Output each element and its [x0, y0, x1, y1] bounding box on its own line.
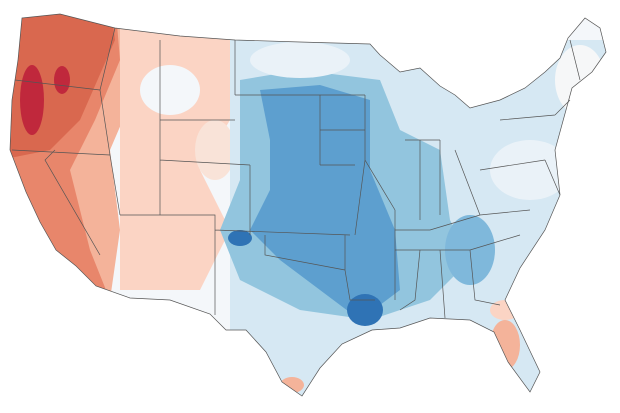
state-borders — [9, 13, 607, 397]
